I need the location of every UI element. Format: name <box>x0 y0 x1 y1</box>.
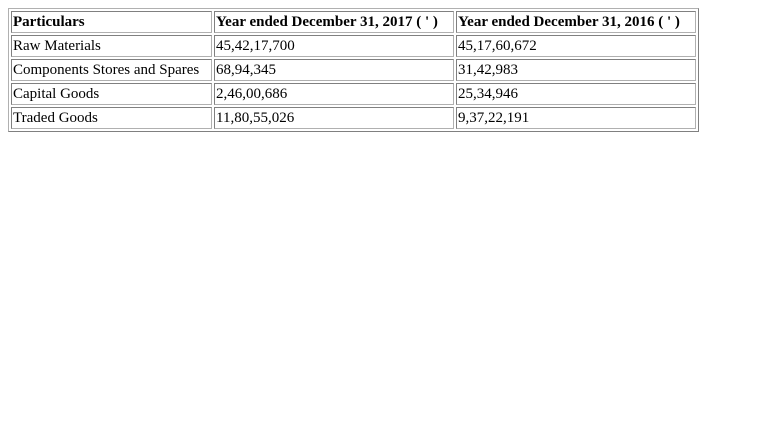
cell-value-2017: 2,46,00,686 <box>214 83 454 105</box>
header-year-2017: Year ended December 31, 2017 ( ' ) <box>214 11 454 33</box>
cell-value-2016: 25,34,946 <box>456 83 696 105</box>
cell-value-2017: 11,80,55,026 <box>214 107 454 129</box>
cell-particulars: Capital Goods <box>11 83 212 105</box>
cell-value-2017: 68,94,345 <box>214 59 454 81</box>
table-row: Raw Materials 45,42,17,700 45,17,60,672 <box>11 35 696 57</box>
table-header-row: Particulars Year ended December 31, 2017… <box>11 11 696 33</box>
cell-value-2017: 45,42,17,700 <box>214 35 454 57</box>
cell-particulars: Raw Materials <box>11 35 212 57</box>
page-content: Particulars Year ended December 31, 2017… <box>8 8 699 132</box>
cell-value-2016: 31,42,983 <box>456 59 696 81</box>
table-row: Components Stores and Spares 68,94,345 3… <box>11 59 696 81</box>
table-row: Capital Goods 2,46,00,686 25,34,946 <box>11 83 696 105</box>
imports-value-table: Particulars Year ended December 31, 2017… <box>8 8 699 132</box>
cell-value-2016: 45,17,60,672 <box>456 35 696 57</box>
cell-particulars: Traded Goods <box>11 107 212 129</box>
cell-particulars: Components Stores and Spares <box>11 59 212 81</box>
cell-value-2016: 9,37,22,191 <box>456 107 696 129</box>
header-year-2016: Year ended December 31, 2016 ( ' ) <box>456 11 696 33</box>
header-particulars: Particulars <box>11 11 212 33</box>
table-row: Traded Goods 11,80,55,026 9,37,22,191 <box>11 107 696 129</box>
